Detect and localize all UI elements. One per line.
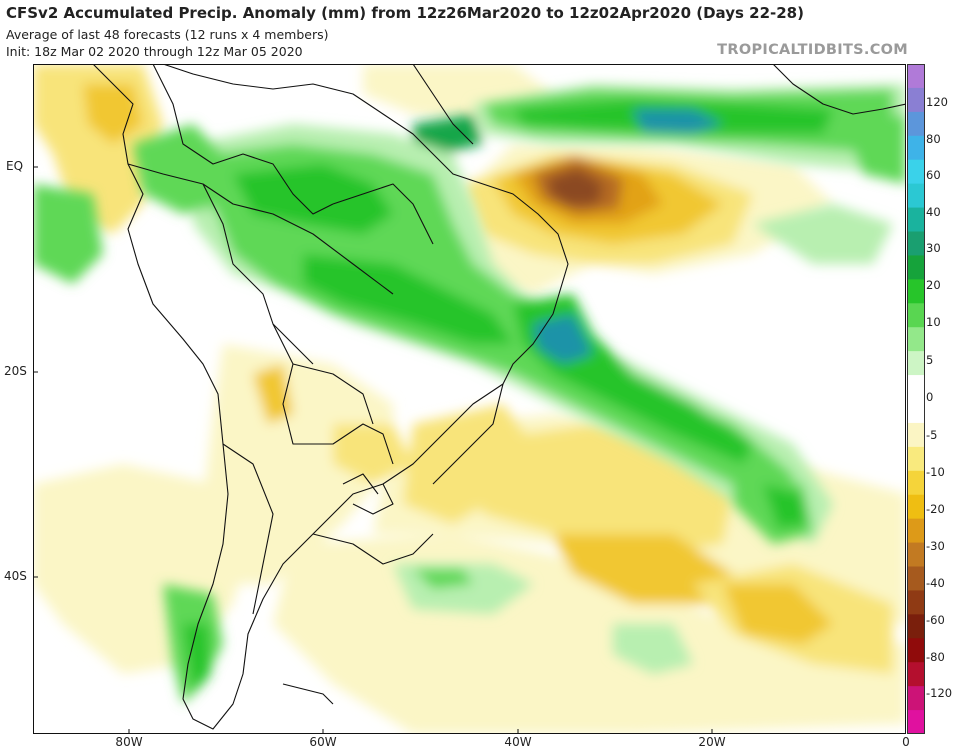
lat-label-40s: 40S <box>4 569 27 583</box>
colorbar-segment <box>907 710 925 734</box>
colorbar-label-neg10: -10 <box>926 465 945 479</box>
anomaly-map <box>33 64 906 734</box>
lat-label-eq: EQ <box>6 159 24 173</box>
colorbar-segment <box>907 64 925 89</box>
colorbar-segment <box>907 662 925 687</box>
colorbar-segment <box>907 111 925 137</box>
colorbar-segment <box>907 614 925 639</box>
colorbar-segment <box>907 87 925 113</box>
lon-label-60w: 60W <box>309 735 337 749</box>
colorbar-segment <box>907 638 925 663</box>
colorbar-label-neg5: -5 <box>926 428 938 442</box>
lon-label-0: 0 <box>902 735 910 749</box>
colorbar-segment <box>907 375 925 400</box>
colorbar-segment <box>907 470 925 496</box>
colorbar-label-40: 40 <box>926 205 941 219</box>
colorbar-label-120: 120 <box>926 95 948 109</box>
colorbar-label-neg60: -60 <box>926 613 945 627</box>
colorbar <box>907 64 925 734</box>
colorbar-segment <box>907 518 925 544</box>
colorbar-label-neg40: -40 <box>926 576 945 590</box>
wet-anomaly-field <box>33 84 906 704</box>
colorbar-label-neg120: -120 <box>926 686 953 700</box>
watermark: TROPICALTIDBITS.COM <box>717 42 908 58</box>
coastline-and-borders <box>92 64 906 730</box>
colorbar-segment <box>907 399 925 424</box>
colorbar-segment <box>907 446 925 472</box>
colorbar-label-neg30: -30 <box>926 539 945 553</box>
colorbar-frame <box>907 64 925 734</box>
colorbar-label-30: 30 <box>926 241 941 255</box>
colorbar-segment <box>907 279 925 304</box>
colorbar-segment <box>907 422 925 448</box>
colorbar-segment <box>907 590 925 615</box>
colorbar-label-10: 10 <box>926 315 941 329</box>
colorbar-segment <box>907 207 925 232</box>
lon-label-40w: 40W <box>504 735 532 749</box>
colorbar-label-neg80: -80 <box>926 650 945 664</box>
colorbar-segment <box>907 686 925 711</box>
colorbar-segment <box>907 231 925 256</box>
colorbar-segment <box>907 303 925 328</box>
lat-label-20s: 20S <box>4 364 27 378</box>
colorbar-segment <box>907 327 925 352</box>
colorbar-segment <box>907 494 925 520</box>
colorbar-segment <box>907 159 925 185</box>
map-title: CFSv2 Accumulated Precip. Anomaly (mm) f… <box>6 4 804 22</box>
colorbar-label-0: 0 <box>926 390 934 404</box>
colorbar-segment <box>907 542 925 567</box>
colorbar-label-80: 80 <box>926 132 941 146</box>
colorbar-label-5: 5 <box>926 353 934 367</box>
colorbar-segment <box>907 566 925 591</box>
colorbar-label-60: 60 <box>926 168 941 182</box>
map-frame <box>33 64 906 734</box>
colorbar-segment <box>907 135 925 161</box>
map-subtitle-init: Init: 18z Mar 02 2020 through 12z Mar 05… <box>6 44 303 59</box>
lon-label-20w: 20W <box>698 735 726 749</box>
colorbar-segment <box>907 255 925 280</box>
lon-label-80w: 80W <box>115 735 143 749</box>
map-subtitle-averaging: Average of last 48 forecasts (12 runs x … <box>6 27 329 42</box>
colorbar-label-20: 20 <box>926 278 941 292</box>
colorbar-segment <box>907 351 925 376</box>
colorbar-segment <box>907 183 925 209</box>
colorbar-label-neg20: -20 <box>926 502 945 516</box>
